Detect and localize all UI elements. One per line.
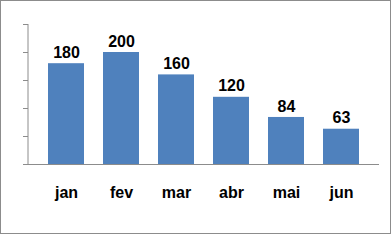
svg-text:200: 200 — [108, 33, 135, 50]
svg-text:jun: jun — [329, 184, 354, 201]
svg-text:abr: abr — [219, 184, 244, 201]
svg-text:mai: mai — [273, 184, 301, 201]
svg-text:84: 84 — [278, 98, 296, 115]
svg-text:180: 180 — [53, 44, 80, 61]
svg-text:mar: mar — [162, 184, 191, 201]
svg-text:120: 120 — [218, 77, 245, 94]
svg-text:fev: fev — [110, 184, 133, 201]
svg-text:jan: jan — [54, 184, 78, 201]
svg-text:63: 63 — [333, 109, 351, 126]
svg-text:160: 160 — [163, 55, 190, 72]
